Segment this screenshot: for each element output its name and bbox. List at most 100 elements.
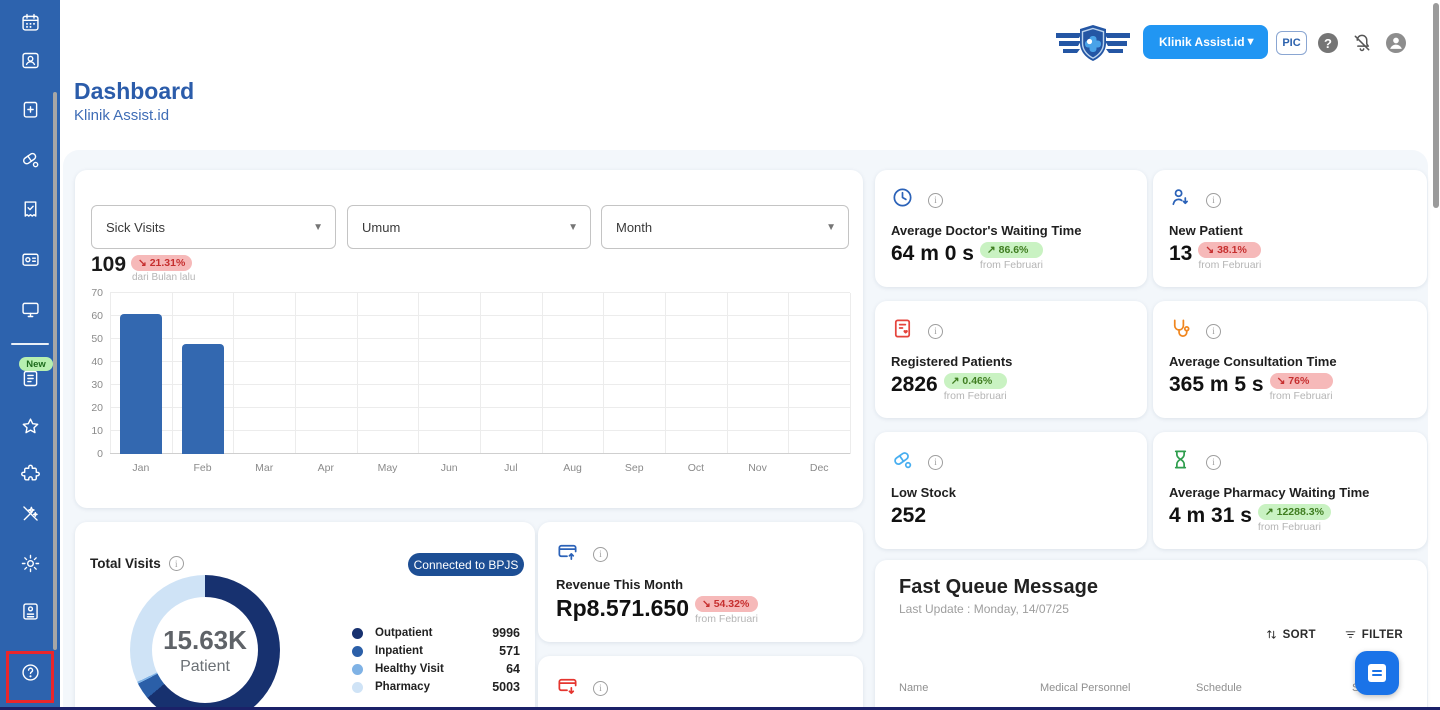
gridline: [110, 293, 111, 454]
info-icon[interactable]: [593, 680, 608, 696]
total-visits-card: Total Visits Connected to BPJS 15.63K Pa…: [75, 522, 535, 710]
filter-button[interactable]: FILTER: [1344, 628, 1403, 641]
cashier-icon: [20, 249, 41, 275]
sort-label: SORT: [1282, 628, 1316, 641]
info-icon[interactable]: [928, 192, 943, 208]
gridline: [110, 407, 850, 408]
sidebar-item-patients[interactable]: [17, 50, 43, 76]
table-column-header: Name: [899, 682, 929, 694]
bar-chart-plot: [110, 292, 851, 454]
pill-icon: [891, 448, 914, 476]
stat-title: Average Pharmacy Waiting Time: [1169, 485, 1370, 500]
stat-card-new-patient: New Patient 13 ↘ 38.1%from Februari: [1153, 170, 1427, 287]
bar-Feb[interactable]: [181, 343, 224, 454]
stat-value: 365 m 5 s: [1169, 373, 1264, 396]
org-selector-button[interactable]: Klinik Assist.id ▼: [1143, 25, 1268, 59]
visit-type-dropdown[interactable]: Sick Visits ▼: [91, 205, 336, 249]
sidebar-item-help[interactable]: [17, 662, 43, 688]
sidebar-item-display[interactable]: [17, 299, 43, 325]
bar-Jan[interactable]: [119, 313, 162, 454]
new-feature-badge: New: [19, 357, 53, 371]
expenses-icon: [556, 674, 579, 702]
page-subtitle: Klinik Assist.id: [74, 107, 170, 124]
gridline: [110, 292, 850, 293]
chat-icon: [1368, 664, 1386, 682]
page-scrollbar[interactable]: [1433, 3, 1439, 208]
fast-queue-card: Fast Queue Message Last Update : Monday,…: [875, 560, 1427, 710]
legend-row: Outpatient 9996: [352, 624, 520, 642]
info-icon[interactable]: [928, 454, 943, 470]
legend-value: 571: [499, 644, 520, 658]
sidebar-item-automation[interactable]: [17, 503, 43, 529]
x-tick-label: Mar: [255, 462, 274, 474]
trend-badge: ↘ 76%: [1269, 373, 1333, 389]
new-patient-icon: [1169, 186, 1192, 214]
y-tick-label: 10: [91, 425, 103, 437]
trend-caption: from Februari: [694, 613, 758, 625]
gridline: [110, 430, 850, 431]
info-icon[interactable]: [1206, 454, 1221, 470]
registered-patients-icon: [891, 317, 914, 345]
sort-button[interactable]: SORT: [1265, 628, 1316, 641]
x-tick-label: Jun: [440, 462, 458, 474]
sidebar-item-pharmacy[interactable]: [17, 149, 43, 175]
notifications-off-icon[interactable]: [1352, 33, 1372, 53]
chat-widget-button[interactable]: [1355, 651, 1399, 695]
hourglass-icon: [1169, 448, 1192, 476]
sidebar-item-tasks[interactable]: [17, 199, 43, 225]
legend-row: Healthy Visit 64: [352, 660, 520, 678]
visit-trend-badge: ↘ 21.31%: [131, 255, 193, 271]
sidebar-scrollbar[interactable]: [53, 92, 57, 650]
x-tick-label: May: [377, 462, 398, 474]
legend-value: 5003: [492, 680, 520, 694]
sidebar-item-medical-records[interactable]: [17, 99, 43, 125]
sidebar-item-reports[interactable]: [17, 368, 43, 394]
period-dropdown[interactable]: Month ▼: [601, 205, 849, 249]
sidebar-item-schedule[interactable]: [17, 12, 43, 38]
info-icon[interactable]: [1206, 192, 1221, 208]
info-icon[interactable]: [168, 556, 184, 571]
x-tick-label: Dec: [809, 462, 829, 474]
y-tick-label: 20: [91, 402, 103, 414]
fast-queue-title: Fast Queue Message: [899, 576, 1098, 598]
trend-caption: from Februari: [943, 390, 1007, 402]
clinic-logo: [1056, 21, 1130, 66]
x-tick-label: Aug: [563, 462, 582, 474]
table-column-header: Medical Personnel: [1040, 682, 1131, 694]
sidebar-item-integrations[interactable]: [17, 463, 43, 489]
filter-icon: [1345, 631, 1356, 638]
sidebar-item-cashier[interactable]: [17, 249, 43, 275]
payment-type-value: Umum: [362, 219, 401, 235]
check-badge-icon: [20, 199, 41, 225]
page-title: Dashboard: [74, 78, 195, 104]
y-tick-label: 30: [91, 379, 103, 391]
gridline: [541, 293, 543, 454]
sort-arrows-icon: [1266, 630, 1276, 639]
sidebar-item-settings[interactable]: [17, 553, 43, 579]
payment-type-dropdown[interactable]: Umum ▼: [347, 205, 591, 249]
clock-icon: [891, 186, 914, 214]
legend-dot: [352, 663, 363, 675]
gridline: [110, 361, 850, 362]
y-tick-label: 0: [97, 448, 103, 460]
info-icon[interactable]: [928, 323, 943, 339]
donut-center-value: 15.63K: [163, 624, 247, 655]
wand-off-icon: [20, 503, 41, 529]
visits-chart-card: Sick Visits ▼ Umum ▼ Month ▼ 109 ↘ 21.31% d…: [75, 170, 863, 508]
legend-label: Healthy Visit: [375, 663, 444, 675]
gridline: [726, 293, 728, 454]
help-circle-icon[interactable]: ?: [1318, 33, 1338, 53]
sidebar-item-favorites[interactable]: [17, 416, 43, 442]
info-icon[interactable]: [1206, 323, 1221, 339]
y-tick-label: 60: [91, 310, 103, 322]
info-icon[interactable]: [593, 546, 608, 562]
x-tick-label: Nov: [748, 462, 767, 474]
window-bottom-edge: [0, 707, 1440, 710]
gridline: [356, 293, 358, 454]
profile-avatar-icon[interactable]: [1386, 33, 1406, 53]
sidebar-item-accounts[interactable]: [17, 601, 43, 627]
org-selector-label: Klinik Assist.id: [1159, 35, 1245, 49]
gridline: [171, 293, 173, 454]
stat-card-pharmacy-waiting-time: Average Pharmacy Waiting Time 4 m 31 s ↗…: [1153, 432, 1427, 549]
